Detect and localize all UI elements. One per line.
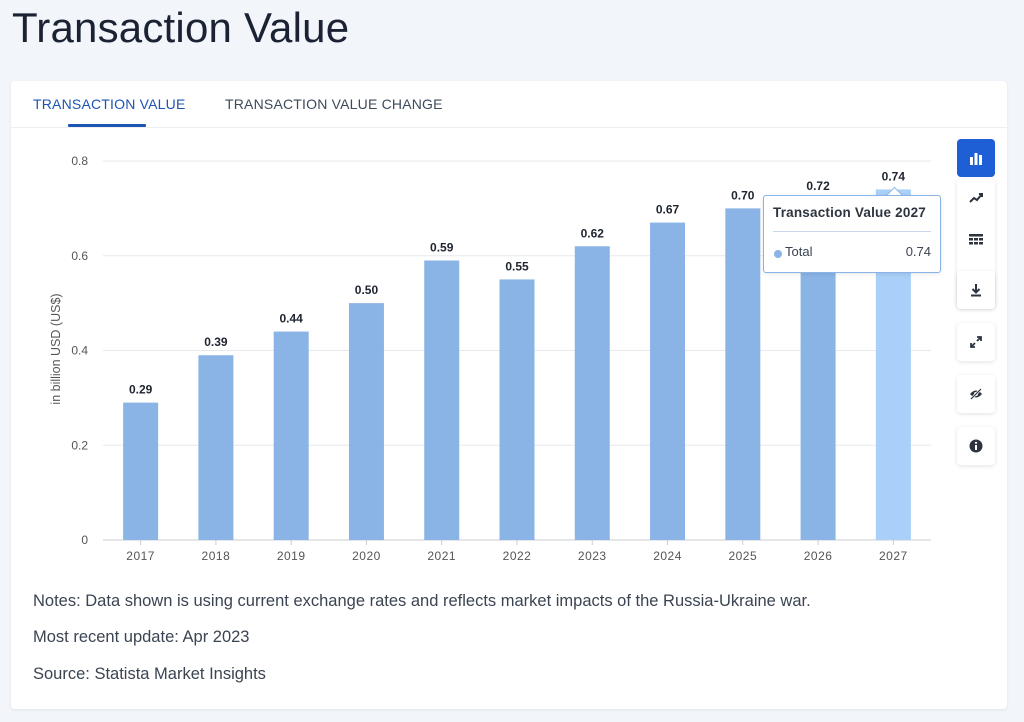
hide-button[interactable]: [957, 375, 995, 413]
x-tick-label-2019: 2019: [277, 549, 306, 563]
x-tick-label-2017: 2017: [126, 549, 155, 563]
fullscreen-button[interactable]: [957, 323, 995, 361]
value-label-2018: 0.39: [204, 335, 228, 349]
expand-icon: [970, 336, 982, 348]
y-tick-label: 0.6: [71, 249, 88, 263]
last-update: Most recent update: Apr 2023: [33, 628, 250, 646]
y-axis-ticks: 0 0.2 0.4 0.6 0.8: [71, 154, 88, 547]
x-tick-label-2026: 2026: [804, 549, 833, 563]
x-axis-ticks: 2017 2018 2019 2020 2021 2022 2023 2024 2025 2026…: [126, 540, 907, 563]
page-title: Transaction Value: [12, 4, 350, 51]
y-axis-label: in billion USD (US$): [49, 293, 63, 404]
series-dot-icon: [774, 250, 782, 258]
x-tick-label-2021: 2021: [427, 549, 456, 563]
bar-2019[interactable]: [273, 331, 309, 540]
tab-bar: TRANSACTION VALUE TRANSACTION VALUE CHAN…: [11, 81, 1007, 128]
table-view-button[interactable]: [957, 221, 995, 259]
bar-2022[interactable]: [499, 279, 535, 540]
bar-chart-button[interactable]: [957, 139, 995, 177]
x-tick-label-2022: 2022: [503, 549, 532, 563]
y-tick-label: 0.2: [71, 438, 88, 452]
value-label-2017: 0.29: [129, 383, 153, 397]
line-chart-button[interactable]: [957, 179, 995, 217]
value-label-2020: 0.50: [355, 283, 379, 297]
x-tick-label-2025: 2025: [728, 549, 757, 563]
bars: [123, 189, 911, 541]
value-label-2021: 0.59: [430, 240, 454, 254]
chart-notes: Notes: Data shown is using current excha…: [33, 592, 811, 610]
y-tick-label: 0.8: [71, 154, 88, 168]
bar-2025[interactable]: [725, 208, 761, 540]
trend-line-icon: [969, 193, 983, 203]
download-button[interactable]: [957, 271, 995, 309]
value-label-2024: 0.67: [656, 203, 680, 217]
tab-transaction-value[interactable]: TRANSACTION VALUE: [33, 96, 186, 112]
info-button[interactable]: [957, 427, 995, 465]
bar-2017[interactable]: [123, 402, 159, 540]
tooltip-title: Transaction Value 2027: [773, 205, 926, 220]
x-tick-label-2027: 2027: [879, 549, 908, 563]
info-icon: [969, 439, 983, 453]
value-label-2026: 0.72: [806, 179, 830, 193]
x-tick-label-2020: 2020: [352, 549, 381, 563]
bar-2021[interactable]: [424, 260, 460, 540]
value-labels: 0.29 0.39 0.44 0.50 0.59 0.55 0.62 0.67 0.70 0.72…: [129, 169, 905, 396]
value-label-2019: 0.44: [280, 312, 304, 326]
y-tick-label: 0.4: [71, 344, 88, 358]
bar-2024[interactable]: [650, 222, 686, 540]
x-tick-label-2018: 2018: [202, 549, 231, 563]
tooltip-series-value: 0.74: [905, 244, 931, 259]
bar-2020[interactable]: [348, 303, 384, 540]
tooltip-divider: [773, 231, 931, 232]
tab-transaction-value-change[interactable]: TRANSACTION VALUE CHANGE: [225, 96, 443, 112]
value-label-2022: 0.55: [505, 259, 529, 273]
hide-icon: [970, 388, 982, 400]
x-tick-label-2024: 2024: [653, 549, 682, 563]
download-icon: [971, 284, 981, 297]
bar-2018[interactable]: [198, 355, 234, 540]
value-label-2023: 0.62: [581, 226, 605, 240]
y-tick-label: 0: [81, 533, 88, 547]
tooltip-series-label: Total: [785, 244, 813, 259]
source-line: Source: Statista Market Insights: [33, 665, 266, 683]
bar-chart-icon: [970, 153, 982, 165]
x-tick-label-2023: 2023: [578, 549, 607, 563]
table-icon: [969, 234, 983, 245]
chart-card: TRANSACTION VALUE TRANSACTION VALUE CHAN…: [11, 81, 1007, 709]
value-label-2027: 0.74: [882, 169, 906, 183]
chart-tooltip: Transaction Value 2027 Total 0.74: [763, 195, 941, 273]
bar-2023[interactable]: [574, 246, 610, 540]
value-label-2025: 0.70: [731, 188, 755, 202]
bar-chart: 0.29 0.39 0.44 0.50 0.59 0.55 0.62 0.67 0.70 0.72…: [49, 154, 931, 563]
active-tab-indicator: [68, 124, 146, 127]
